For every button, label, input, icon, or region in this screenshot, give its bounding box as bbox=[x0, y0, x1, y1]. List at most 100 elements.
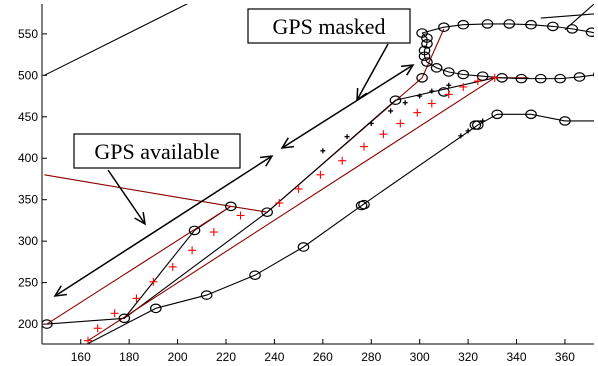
gps-masked-callout: GPS masked bbox=[247, 8, 411, 44]
trajectory-line bbox=[540, 13, 594, 19]
data-point-circle bbox=[188, 225, 201, 236]
data-point-circle bbox=[430, 63, 443, 73]
data-point-circle bbox=[476, 71, 489, 81]
x-tick-label: 280 bbox=[361, 350, 381, 364]
data-point-circle bbox=[355, 200, 368, 211]
gps-masked-box bbox=[247, 8, 411, 44]
data-point-plus bbox=[413, 108, 422, 117]
data-point-dot bbox=[465, 128, 471, 134]
data-point-plus bbox=[132, 294, 141, 303]
data-point-circle bbox=[491, 109, 503, 120]
tick-labels: 160 180 200 220 240 260 280 300 320 340 360 200 250 3… bbox=[18, 27, 575, 364]
data-point-circle bbox=[389, 95, 402, 105]
y-tick-label: 500 bbox=[18, 68, 38, 82]
data-point-circle bbox=[457, 69, 470, 80]
data-point-plus bbox=[236, 211, 245, 220]
data-point-plus bbox=[110, 309, 119, 318]
data-point-plus bbox=[149, 277, 158, 286]
data-point-circle bbox=[118, 313, 131, 324]
gps-available-range-arrow bbox=[53, 155, 274, 297]
y-tick-label: 300 bbox=[18, 234, 38, 248]
data-point-dot bbox=[446, 82, 452, 88]
data-point-dot bbox=[402, 100, 408, 106]
data-point-plus bbox=[93, 324, 102, 333]
data-point-plus bbox=[275, 199, 284, 208]
data-point-circle bbox=[418, 45, 431, 56]
data-point-dot bbox=[368, 120, 374, 126]
data-point-dot bbox=[458, 133, 464, 139]
data-point-circle bbox=[225, 201, 237, 212]
data-point-circle bbox=[261, 207, 273, 217]
data-point-plus bbox=[490, 73, 499, 82]
trajectory-line bbox=[564, 4, 594, 31]
data-point-circle bbox=[149, 303, 162, 314]
trajectory-line bbox=[44, 174, 231, 207]
data-point-circle bbox=[200, 290, 213, 300]
data-point-circle bbox=[297, 242, 310, 252]
gps-masked-label: GPS masked bbox=[272, 14, 385, 39]
data-point-circle bbox=[471, 120, 484, 130]
data-point-circle bbox=[481, 19, 494, 29]
x-tick-label: 180 bbox=[119, 350, 139, 364]
data-point-plus bbox=[294, 184, 303, 193]
data-point-circle bbox=[421, 57, 433, 67]
data-point-circle bbox=[566, 24, 579, 34]
trajectory-line bbox=[155, 113, 594, 309]
data-point-plus bbox=[444, 90, 453, 99]
data-point-plus bbox=[459, 82, 468, 91]
y-tick-label: 200 bbox=[18, 317, 38, 331]
data-point-circle bbox=[593, 71, 594, 78]
x-tick-label: 320 bbox=[458, 350, 478, 364]
data-point-circle bbox=[534, 73, 547, 84]
data-point-dot bbox=[320, 148, 326, 154]
gps-masked-pointer-arrow bbox=[356, 43, 389, 102]
trajectory-line bbox=[123, 77, 495, 319]
y-tick-label: 250 bbox=[18, 276, 38, 290]
y-tick-label: 550 bbox=[18, 27, 38, 41]
gps-available-pointer-arrow bbox=[107, 169, 146, 226]
data-point-circle bbox=[547, 21, 559, 32]
data-point-circle bbox=[416, 73, 428, 83]
trajectory-line bbox=[87, 77, 529, 342]
data-point-circle bbox=[418, 51, 431, 62]
data-point-circle bbox=[457, 19, 470, 30]
axes bbox=[41, 4, 594, 345]
x-tick-label: 240 bbox=[264, 350, 284, 364]
data-point-dot bbox=[480, 118, 486, 124]
gps-masked-range-arrow bbox=[280, 64, 415, 149]
data-point-circle bbox=[515, 73, 528, 84]
data-point-plus bbox=[379, 130, 388, 139]
data-point-plus bbox=[84, 336, 92, 344]
x-tick-label: 360 bbox=[555, 350, 575, 364]
data-point-circle bbox=[503, 19, 516, 29]
x-tick-label: 340 bbox=[507, 350, 527, 364]
data-point-circle bbox=[421, 33, 433, 43]
gps-available-label: GPS available bbox=[94, 139, 219, 164]
data-point-circle bbox=[249, 270, 261, 280]
y-tick-label: 400 bbox=[18, 151, 38, 165]
data-point-plus bbox=[396, 119, 405, 128]
data-point-circle bbox=[42, 319, 53, 329]
annotation-arrows bbox=[53, 43, 415, 297]
data-point-plus bbox=[188, 246, 197, 255]
x-tick-label: 300 bbox=[410, 350, 430, 364]
trajectory-line bbox=[46, 28, 445, 325]
data-point-plus bbox=[316, 170, 325, 179]
data-point-circle bbox=[442, 67, 455, 77]
trajectory-line bbox=[421, 23, 594, 80]
x-tick-label: 200 bbox=[168, 350, 188, 364]
x-tick-label: 160 bbox=[71, 350, 91, 364]
data-point-dot bbox=[429, 88, 435, 94]
data-point-plus bbox=[427, 99, 436, 108]
data-point-circle bbox=[469, 120, 482, 130]
data-point-plus bbox=[209, 228, 218, 237]
trajectory-line bbox=[85, 307, 157, 344]
x-tick-label: 260 bbox=[313, 350, 333, 364]
data-point-circle bbox=[421, 39, 433, 49]
trajectory-line bbox=[44, 4, 189, 76]
data-point-circle bbox=[559, 116, 571, 126]
data-point-dot bbox=[344, 134, 350, 140]
y-tick-label: 350 bbox=[18, 193, 38, 207]
